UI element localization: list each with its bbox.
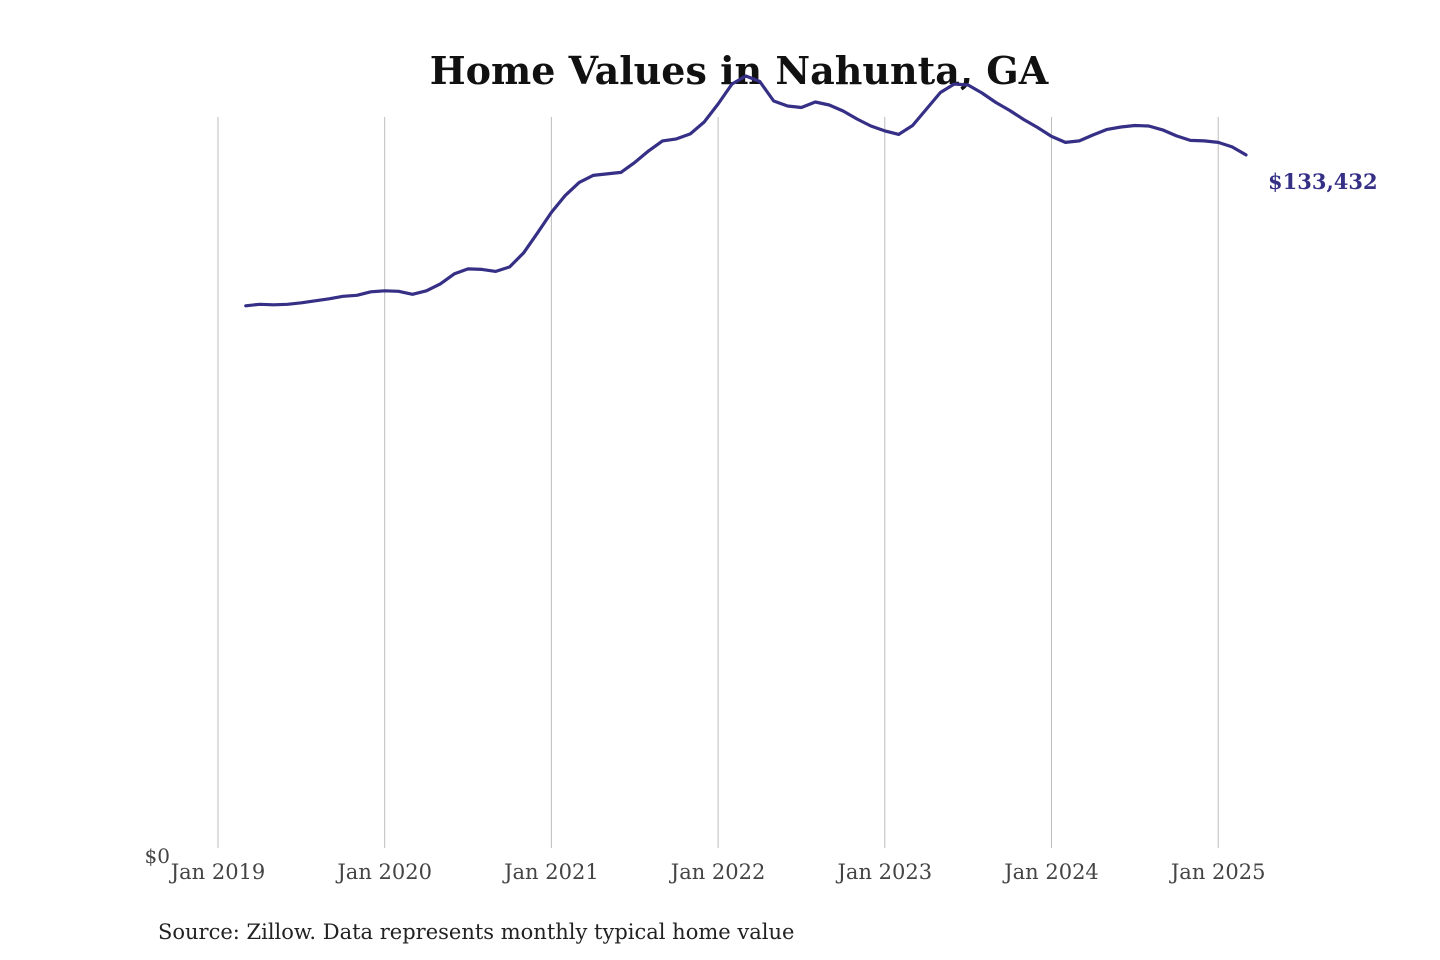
end-value-label: $133,432: [1268, 169, 1378, 194]
x-tick-label: Jan 2020: [335, 860, 432, 884]
chart-title: Home Values in Nahunta, GA: [430, 48, 1049, 93]
grid-lines: [217, 117, 1219, 848]
x-tick-label: Jan 2019: [169, 860, 266, 884]
y-axis: $0: [145, 844, 170, 868]
source-note: Source: Zillow. Data represents monthly …: [158, 920, 794, 944]
y-tick-label: $0: [145, 844, 170, 868]
x-tick-label: Jan 2025: [1169, 860, 1266, 884]
x-tick-label: Jan 2024: [1002, 860, 1099, 884]
x-tick-label: Jan 2023: [836, 860, 933, 884]
x-tick-label: Jan 2022: [669, 860, 766, 884]
series-layer: $133,432: [244, 74, 1378, 308]
series-line: [244, 74, 1248, 308]
x-axis: Jan 2019 Jan 2020 Jan 2021 Jan 2022 Jan 2023…: [169, 860, 1266, 884]
x-tick-label: Jan 2021: [502, 860, 599, 884]
